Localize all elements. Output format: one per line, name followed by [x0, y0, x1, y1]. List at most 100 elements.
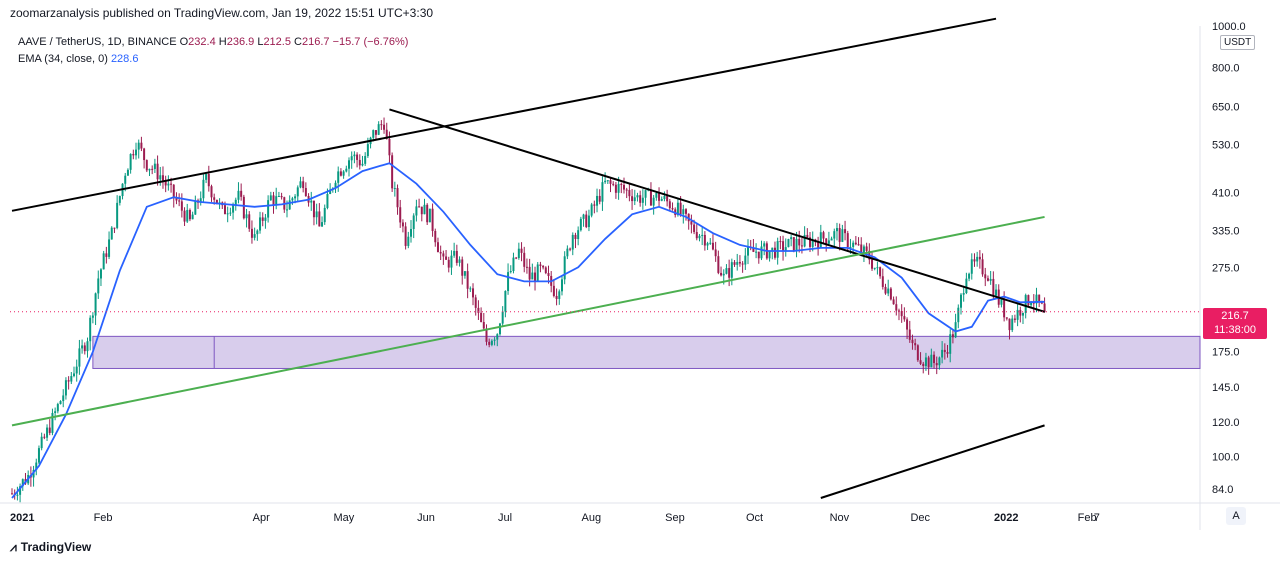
candle-body	[496, 334, 499, 340]
time-tick-label: Nov	[830, 512, 850, 524]
candle-body	[472, 288, 475, 298]
candle-body	[822, 232, 825, 239]
candle-body	[434, 230, 437, 243]
candle-body	[919, 360, 922, 364]
candle-body	[105, 253, 108, 257]
candle-body	[143, 148, 146, 161]
candle-body	[954, 322, 957, 338]
candle-body	[722, 273, 725, 276]
candle-body	[652, 197, 655, 206]
auto-scale-button[interactable]: A	[1226, 507, 1246, 525]
candle-body	[151, 168, 154, 170]
candle-body	[116, 202, 119, 228]
candle-body	[135, 149, 138, 156]
candle-body	[291, 198, 294, 201]
candle-body	[75, 366, 78, 374]
candle-body	[763, 243, 766, 247]
candle-body	[784, 247, 787, 252]
candle-body	[552, 285, 555, 296]
candle-body	[528, 266, 531, 280]
candle-body	[40, 436, 43, 449]
candle-body	[474, 297, 477, 308]
candle-body	[1000, 299, 1003, 305]
trendline-upper-channel[interactable]	[11, 17, 997, 212]
trendline-descending-resistance[interactable]	[389, 108, 1045, 313]
candle-body	[604, 180, 607, 183]
support-zone[interactable]	[92, 335, 1201, 369]
candle-body	[717, 256, 720, 273]
candle-body	[439, 252, 442, 254]
candle-body	[401, 222, 404, 227]
candle-body	[1019, 309, 1022, 316]
trendline-ascending-support[interactable]	[11, 215, 1045, 427]
candle-body	[833, 231, 836, 239]
candle-body	[272, 195, 275, 205]
candle-body	[534, 272, 537, 282]
candle-body	[706, 243, 709, 246]
candle-body	[215, 199, 218, 204]
candle-body	[933, 354, 936, 364]
time-tick-label: 2022	[994, 512, 1018, 524]
ema-label[interactable]: EMA (34, close, 0)	[18, 53, 108, 65]
candle-body	[253, 234, 256, 238]
candle-body	[256, 230, 259, 235]
candle-body	[806, 234, 809, 238]
chart-legend: AAVE / TetherUS, 1D, BINANCE O232.4 H236…	[18, 34, 408, 68]
candle-body	[558, 291, 561, 299]
candle-body	[509, 271, 512, 273]
candle-body	[639, 195, 642, 203]
candle-body	[56, 404, 59, 412]
candle-body	[1040, 302, 1043, 304]
candle-body	[560, 279, 563, 292]
candle-body	[285, 209, 288, 211]
candle-body	[1043, 303, 1046, 312]
trendline-lower-channel[interactable]	[820, 424, 1045, 499]
candle-body	[48, 427, 51, 433]
candle-body	[202, 179, 205, 199]
candle-body	[498, 323, 501, 335]
candle-body	[986, 278, 989, 281]
candle-body	[582, 214, 585, 219]
candle-body	[259, 217, 262, 231]
candle-body	[835, 228, 838, 232]
price-tick-label: 1000.0	[1212, 21, 1246, 33]
ema-line[interactable]	[11, 162, 1045, 499]
candle-body	[469, 288, 472, 290]
candle-body	[240, 190, 243, 197]
time-tick-label: Feb	[1078, 512, 1097, 524]
candle-body	[860, 244, 863, 254]
candle-body	[943, 349, 946, 353]
candle-body	[226, 213, 229, 215]
candle-body	[132, 154, 135, 156]
candle-body	[571, 234, 574, 250]
candle-body	[393, 188, 396, 190]
candle-body	[412, 215, 415, 229]
symbol-name[interactable]: AAVE / TetherUS, 1D, BINANCE	[18, 36, 177, 48]
candle-body	[261, 217, 264, 221]
candle-body	[757, 251, 760, 259]
currency-badge[interactable]: USDT	[1220, 35, 1256, 50]
candle-body	[819, 232, 822, 248]
candle-body	[436, 242, 439, 253]
candle-body	[1022, 313, 1024, 316]
candle-body	[91, 315, 94, 318]
open-value: 232.4	[188, 36, 216, 48]
candle-body	[337, 171, 340, 183]
candle-body	[145, 160, 148, 171]
last-price-tag: 216.7 11:38:00	[1203, 308, 1267, 339]
candle-body	[1016, 309, 1019, 320]
low-label: L	[257, 36, 264, 48]
candle-body	[989, 278, 992, 281]
candle-body	[889, 288, 892, 300]
candle-body	[741, 263, 744, 265]
candle-body	[315, 211, 318, 218]
candle-body	[887, 288, 890, 294]
candle-body	[622, 184, 625, 190]
candle-body	[962, 293, 965, 295]
candle-body	[388, 138, 391, 156]
candle-body	[590, 204, 593, 216]
candle-body	[70, 376, 73, 382]
candle-body	[523, 252, 526, 267]
candle-body	[1011, 318, 1014, 331]
